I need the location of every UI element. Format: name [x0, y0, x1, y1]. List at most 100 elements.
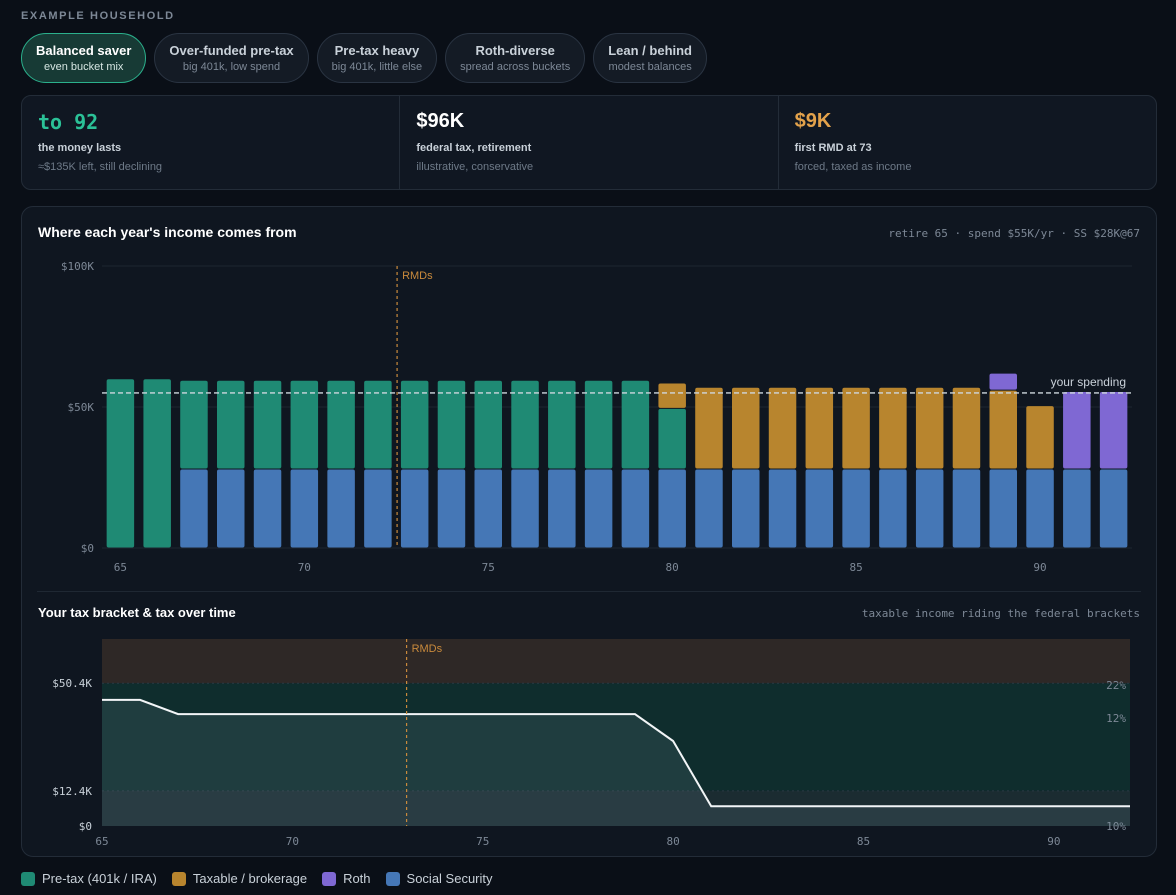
bar-pretax-73 — [400, 380, 429, 469]
tax-bracket-label: 22% — [1106, 679, 1126, 692]
stat-note: forced, taxed as income — [794, 161, 912, 173]
bar-ss-86 — [879, 469, 907, 548]
income-chart-title: Where each year's income comes from — [38, 224, 297, 240]
tax-y-tick-label: $50.4K — [52, 677, 92, 690]
legend-label: Pre-tax (401k / IRA) — [42, 871, 157, 886]
bar-ss-71 — [327, 469, 355, 548]
bar-ss-75 — [474, 469, 502, 548]
income-x-tick-label: 65 — [114, 561, 127, 574]
tax-x-tick-label: 80 — [666, 835, 679, 848]
bar-pretax-68 — [217, 380, 245, 469]
pill-subtitle: big 401k, low spend — [182, 61, 281, 73]
legend-swatch — [21, 871, 35, 886]
stat-label: federal tax, retirement — [416, 142, 532, 154]
household-pill-pretax-heavy[interactable]: Pre-tax heavy big 401k, little else — [316, 33, 438, 83]
bar-ss-74 — [437, 469, 466, 548]
bar-taxable-89 — [989, 390, 1017, 469]
tax-rmd-marker-label: RMDs — [412, 643, 443, 655]
legend-item-social-security: Social Security — [385, 871, 493, 886]
bar-pretax-75 — [474, 380, 502, 469]
bar-ss-78 — [584, 469, 613, 548]
bar-ss-90 — [1026, 469, 1054, 548]
income-y-tick-label: $100K — [61, 260, 94, 273]
bar-pretax-70 — [290, 380, 319, 469]
household-eyebrow: EXAMPLE HOUSEHOLD — [21, 10, 175, 22]
bar-ss-70 — [290, 469, 319, 548]
bar-ss-79 — [621, 469, 650, 548]
income-x-tick-label: 80 — [666, 561, 679, 574]
income-y-tick-label: $0 — [81, 542, 94, 555]
household-pill-over-funded-pretax[interactable]: Over-funded pre-tax big 401k, low spend — [154, 33, 309, 83]
income-x-tick-label: 85 — [849, 561, 862, 574]
bar-pretax-71 — [327, 380, 355, 469]
income-x-tick-label: 75 — [482, 561, 495, 574]
legend-swatch — [171, 871, 186, 886]
income-y-tick-label: $50K — [68, 401, 95, 414]
tax-bracket-band — [102, 683, 1130, 791]
tax-chart-title: Your tax bracket & tax over time — [38, 605, 236, 620]
bar-ss-85 — [842, 469, 870, 548]
bar-ss-72 — [364, 469, 392, 548]
legend-item-roth: Roth — [322, 871, 371, 886]
legend-label: Roth — [343, 871, 371, 886]
stat-first-rmd: $9K first RMD at 73 forced, taxed as inc… — [779, 96, 1156, 189]
legend-label: Social Security — [406, 871, 493, 886]
bar-roth-92 — [1099, 391, 1128, 469]
bar-ss-80 — [658, 469, 686, 548]
household-pill-lean-behind[interactable]: Lean / behind modest balances — [593, 33, 708, 83]
bar-ss-73 — [400, 469, 429, 548]
household-pill-roth-diverse[interactable]: Roth-diverse spread across buckets — [445, 33, 586, 83]
pill-title: Over-funded pre-tax — [169, 43, 294, 58]
bar-taxable-81 — [695, 387, 723, 469]
legend-label: Taxable / brokerage — [192, 871, 308, 886]
bar-ss-67 — [180, 469, 208, 548]
bar-ss-83 — [768, 469, 797, 548]
legend-swatch — [385, 871, 400, 886]
bar-ss-92 — [1099, 469, 1128, 548]
spending-line-label: your spending — [1051, 375, 1126, 389]
bar-taxable-90 — [1026, 406, 1054, 469]
stat-note: illustrative, conservative — [416, 161, 534, 173]
tax-chart-note: taxable income riding the federal bracke… — [861, 607, 1140, 620]
tax-y-tick-label: $12.4K — [52, 785, 92, 798]
household-selector: Balanced saver even bucket mix Over-fund… — [21, 33, 708, 83]
bar-ss-81 — [695, 469, 723, 548]
pill-subtitle: big 401k, little else — [331, 61, 423, 73]
stat-value: $96K — [416, 110, 465, 132]
bar-ss-68 — [217, 469, 245, 548]
bar-ss-82 — [732, 469, 760, 548]
stat-value: $9K — [794, 110, 832, 132]
tax-bracket-band — [102, 790, 1130, 826]
bar-pretax-65 — [106, 379, 135, 548]
stat-label: the money lasts — [38, 142, 122, 154]
bar-pretax-80 — [658, 408, 686, 469]
bar-pretax-78 — [584, 380, 613, 469]
tax-bracket-label: 12% — [1106, 712, 1126, 725]
bar-ss-84 — [805, 469, 834, 548]
pill-subtitle: spread across buckets — [460, 61, 571, 73]
chart-divider — [37, 591, 1141, 592]
bar-taxable-87 — [915, 387, 944, 469]
bar-ss-87 — [915, 469, 944, 548]
legend: Pre-tax (401k / IRA) Taxable / brokerage… — [21, 871, 493, 886]
pill-subtitle: modest balances — [608, 61, 692, 73]
bar-ss-89 — [989, 469, 1017, 548]
pill-title: Lean / behind — [608, 43, 693, 58]
pill-title: Balanced saver — [36, 43, 132, 58]
tax-bracket-label: 10% — [1106, 820, 1126, 833]
summary-stats: to 92 the money lasts ≈$135K left, still… — [21, 95, 1157, 190]
tax-x-tick-label: 75 — [476, 835, 489, 848]
bar-pretax-66 — [143, 379, 171, 548]
stat-label: first RMD at 73 — [794, 142, 872, 154]
stat-federal-tax: $96K federal tax, retirement illustrativ… — [400, 96, 779, 189]
tax-x-tick-label: 90 — [1047, 835, 1060, 848]
bar-pretax-79 — [621, 380, 650, 469]
stat-money-lasts: to 92 the money lasts ≈$135K left, still… — [22, 96, 401, 189]
bar-taxable-85 — [842, 387, 870, 469]
bar-taxable-88 — [952, 387, 981, 469]
pill-subtitle: even bucket mix — [43, 61, 124, 73]
household-pill-balanced-saver[interactable]: Balanced saver even bucket mix — [21, 33, 147, 83]
taxable-income-area — [102, 699, 1130, 826]
bar-roth-91 — [1063, 391, 1091, 469]
